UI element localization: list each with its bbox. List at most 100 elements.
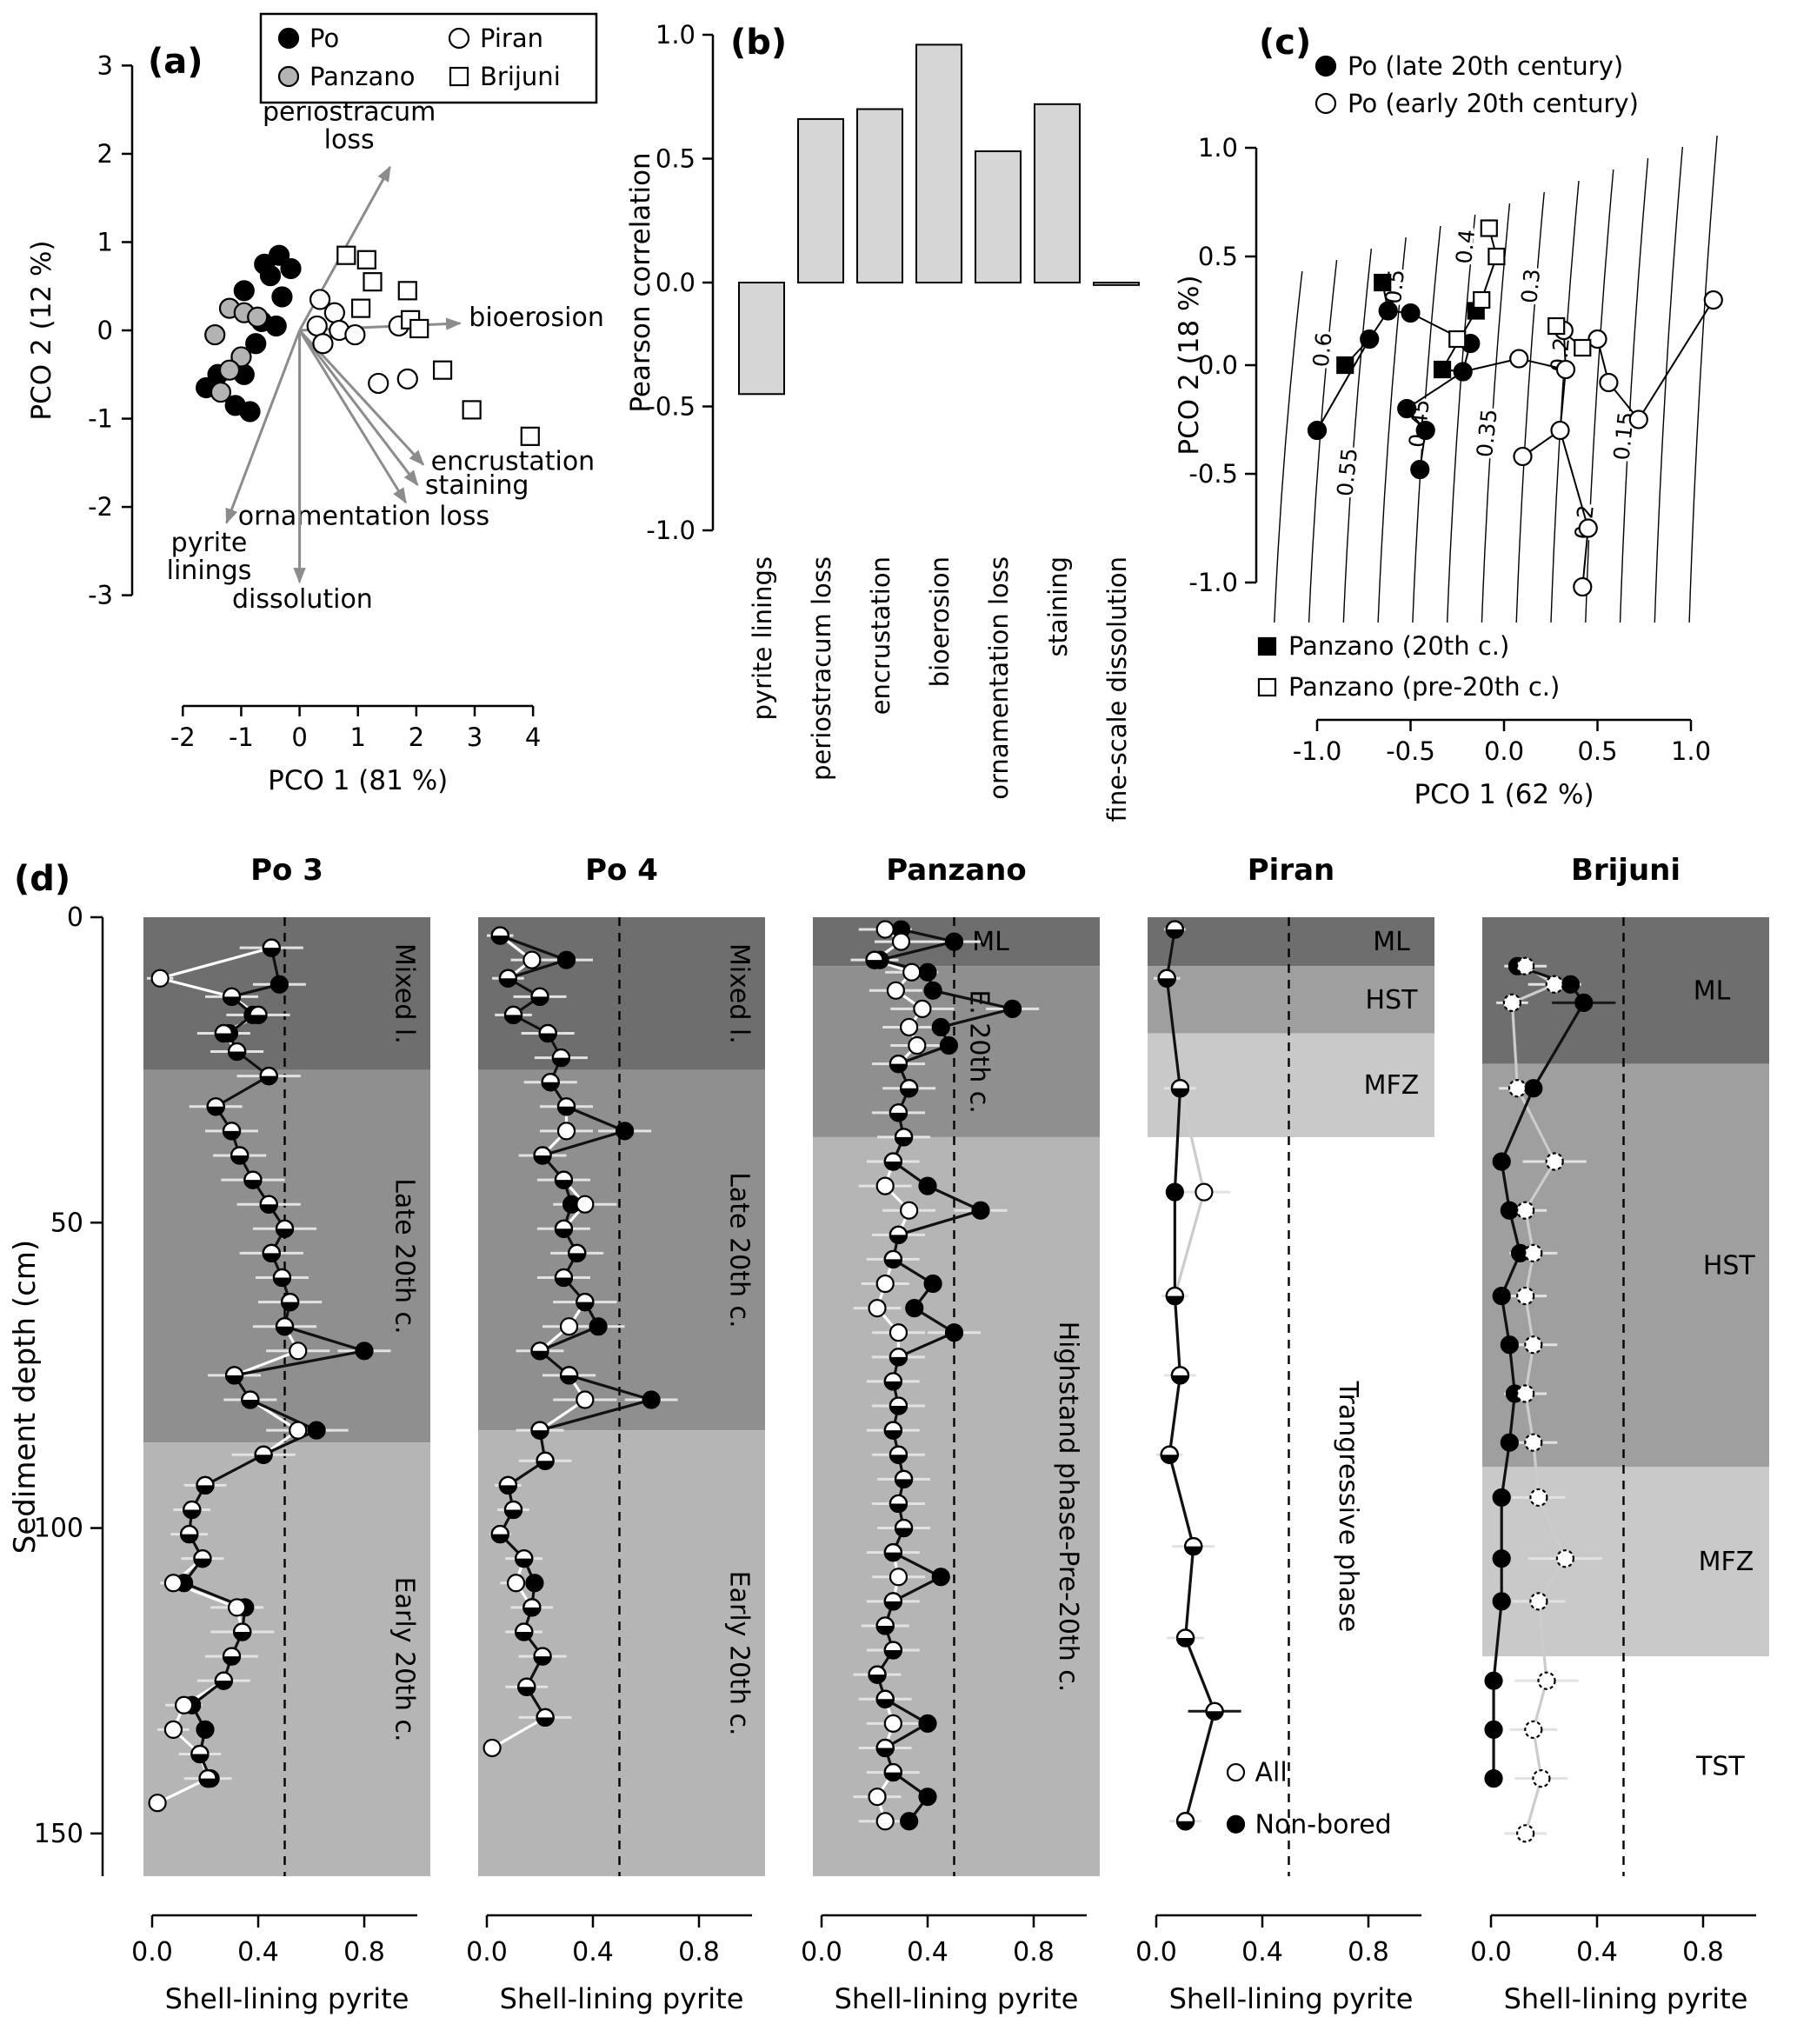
point-all	[289, 1342, 308, 1361]
point-both-ring	[889, 1494, 908, 1514]
point-all	[1516, 1824, 1535, 1843]
spanning-edge	[1316, 338, 1371, 431]
point-both-ring	[883, 1152, 902, 1171]
legend: Po Panzano Piran Brijuni	[259, 12, 598, 104]
point-nonbored	[931, 1568, 950, 1587]
point-nonbored	[900, 1812, 919, 1831]
point-both-ring	[533, 1647, 552, 1666]
point-both-ring	[883, 1249, 902, 1269]
point-panzano_pre	[1574, 338, 1592, 357]
point-all	[883, 1714, 902, 1733]
point-all	[1545, 975, 1564, 994]
point-Po	[259, 264, 282, 287]
point-both-ring	[554, 1268, 574, 1288]
legend-marker	[277, 65, 300, 88]
y-tick-label: 1.0	[656, 20, 696, 50]
point-Panzano	[247, 306, 269, 328]
legend-marker	[449, 66, 469, 87]
x-tick-label: 3	[467, 722, 483, 752]
x-tick-label: 0.8	[678, 1937, 720, 1967]
y-tick-label: 0.0	[1198, 350, 1238, 380]
point-both-ring	[1205, 1701, 1224, 1721]
point-both-ring	[254, 1445, 273, 1464]
zone-label: Mixed l.	[723, 943, 754, 1044]
zone-label: Mixed l.	[389, 943, 419, 1044]
point-nonbored	[1492, 1286, 1511, 1306]
point-po_early	[1509, 349, 1529, 369]
point-both-ring	[517, 1677, 536, 1696]
point-Brijuni	[363, 272, 383, 292]
vector-label: staining	[425, 470, 529, 501]
point-all	[576, 1195, 595, 1214]
zone-label: HST	[1366, 985, 1419, 1015]
point-all	[576, 1390, 595, 1409]
point-both-ring	[1175, 1628, 1195, 1648]
point-both-ring	[530, 1342, 549, 1361]
point-both-ring	[1157, 969, 1176, 988]
point-Brijuni	[356, 250, 376, 270]
zone-band	[1148, 966, 1434, 1034]
point-nonbored	[1165, 1182, 1184, 1202]
point-both-ring	[281, 1293, 300, 1312]
point-nonbored	[642, 1390, 661, 1409]
bar	[915, 43, 962, 284]
y-tick-label: -3	[88, 581, 113, 610]
y-axis-title: Sediment depth (cm)	[8, 1240, 43, 1554]
vector-label: loss	[324, 124, 375, 155]
point-both-ring	[222, 987, 242, 1006]
point-Panzano	[210, 381, 232, 403]
zone-band	[1482, 917, 1769, 1064]
subplot-title: Brijuni	[1571, 853, 1681, 888]
point-both-ring	[259, 1195, 278, 1214]
point-nonbored	[1492, 1592, 1511, 1611]
spanning-edge	[1559, 429, 1589, 529]
bar-label: bioerosion	[925, 556, 955, 687]
point-nonbored	[1002, 999, 1022, 1018]
point-panzano_pre	[1473, 290, 1491, 310]
point-both-ring	[498, 1475, 518, 1495]
point-both-ring	[568, 1243, 587, 1263]
legend-label: Po (early 20th century)	[1348, 89, 1639, 118]
x-tick-label: 0.8	[1682, 1937, 1724, 1967]
point-nonbored	[971, 1201, 990, 1220]
point-nonbored	[1561, 975, 1581, 994]
point-both-ring	[259, 1067, 278, 1086]
zone-label: MFZ	[1699, 1547, 1754, 1577]
spanning-edge	[1637, 299, 1714, 421]
point-Po	[280, 257, 302, 280]
point-po_late	[1397, 398, 1417, 419]
loading-vector	[225, 330, 301, 525]
point-both-ring	[883, 1641, 902, 1660]
point-both-ring	[865, 950, 884, 969]
point-po_late	[1360, 329, 1380, 350]
point-nonbored	[270, 975, 289, 994]
x-tick-label: 0.0	[1135, 1937, 1177, 1967]
point-all	[1545, 1152, 1564, 1171]
point-Panzano	[218, 359, 241, 381]
x-tick-label: 0.0	[801, 1937, 842, 1967]
y-tick-label: 100	[34, 1514, 83, 1544]
y-tick-label: -1	[88, 404, 113, 434]
x-axis-title: Shell-lining pyrite	[165, 1982, 409, 2015]
point-all	[228, 1598, 247, 1617]
point-both-ring	[1184, 1537, 1203, 1556]
point-all	[1555, 1549, 1575, 1568]
point-Brijuni	[409, 318, 429, 339]
point-all	[900, 1201, 919, 1220]
x-axis-title: Shell-lining pyrite	[1504, 1982, 1748, 2015]
point-all	[1195, 1182, 1214, 1202]
x-axis-title: Shell-lining pyrite	[1169, 1982, 1414, 2015]
x-tick-label: 0.8	[1013, 1937, 1055, 1967]
point-both-ring	[1160, 1445, 1179, 1464]
subplot-title: Panzano	[886, 853, 1026, 888]
point-nonbored	[1492, 1152, 1511, 1171]
spanning-edge	[1581, 528, 1589, 588]
point-Brijuni	[462, 400, 482, 420]
bar	[856, 108, 903, 283]
bar	[1034, 103, 1081, 283]
point-both-ring	[222, 1647, 242, 1666]
contour-line	[1342, 248, 1373, 623]
contour-line	[1377, 236, 1407, 623]
point-both-ring	[1170, 1366, 1190, 1385]
point-both-ring	[214, 1671, 233, 1690]
